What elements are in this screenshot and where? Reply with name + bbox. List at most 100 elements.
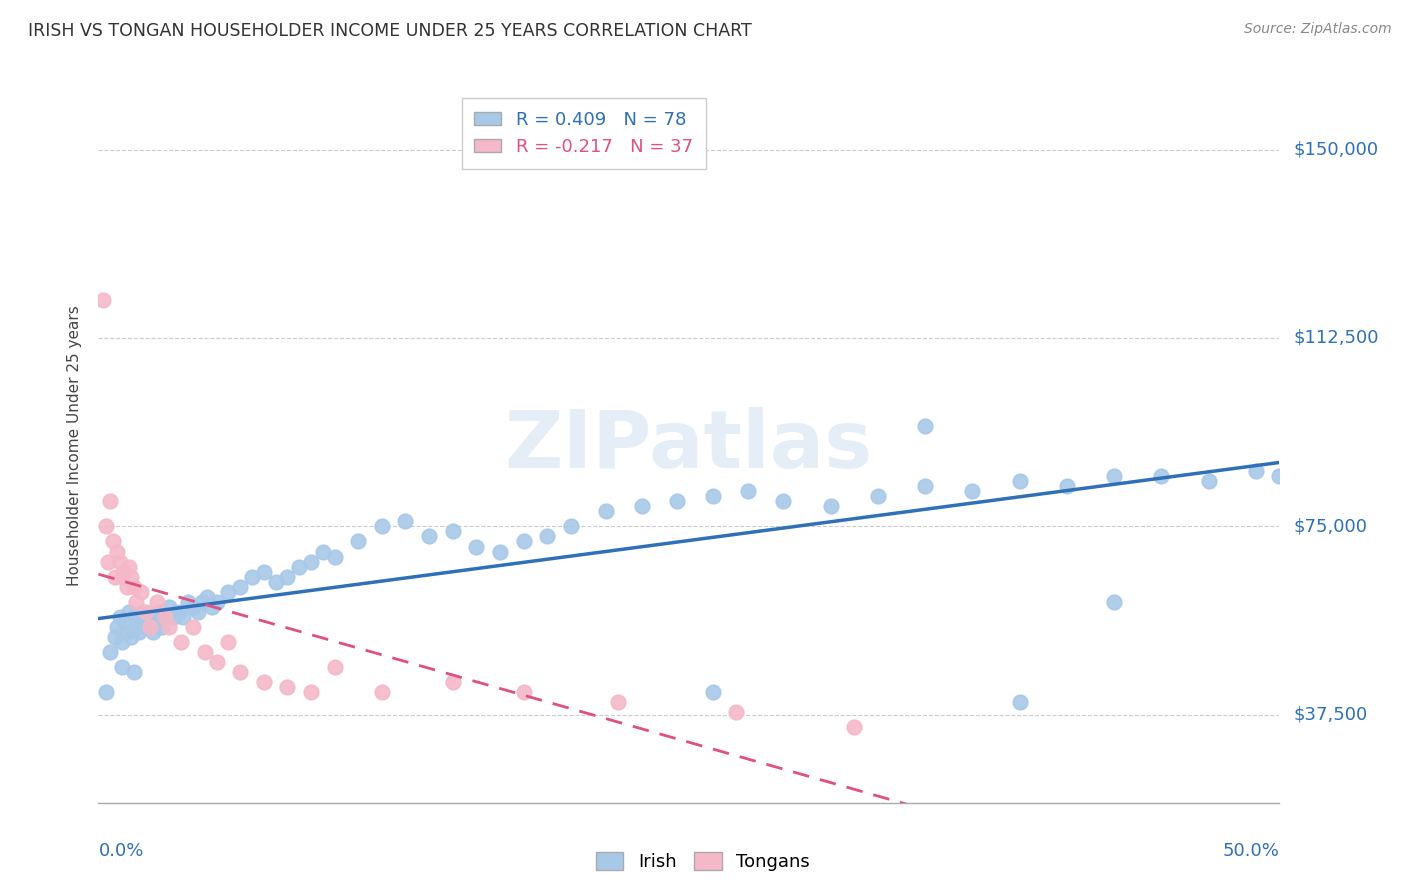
Point <box>1008 474 1031 488</box>
Point <box>194 645 217 659</box>
Legend: Irish, Tongans: Irish, Tongans <box>589 845 817 879</box>
Point <box>607 695 630 709</box>
Point <box>97 555 120 569</box>
Point <box>111 569 134 583</box>
Point <box>725 706 748 720</box>
Point <box>172 610 194 624</box>
Text: $150,000: $150,000 <box>1294 141 1378 159</box>
Point <box>253 675 276 690</box>
Point <box>441 524 464 539</box>
Point <box>394 515 416 529</box>
Point <box>195 590 218 604</box>
Point <box>122 580 145 594</box>
Point <box>217 584 239 599</box>
Point <box>1268 469 1291 483</box>
Point <box>702 685 724 699</box>
Point <box>205 655 228 669</box>
Point <box>299 555 322 569</box>
Point <box>105 620 128 634</box>
Point <box>170 635 193 649</box>
Point <box>115 580 138 594</box>
Point <box>276 569 298 583</box>
Point <box>1056 479 1078 493</box>
Point <box>132 605 155 619</box>
Point <box>187 605 209 619</box>
Point <box>112 615 135 629</box>
Point <box>229 580 252 594</box>
Point <box>157 599 180 614</box>
Point <box>139 620 162 634</box>
Text: $37,500: $37,500 <box>1294 706 1368 723</box>
Point <box>702 489 724 503</box>
Point <box>94 519 117 533</box>
Text: Source: ZipAtlas.com: Source: ZipAtlas.com <box>1244 22 1392 37</box>
Point <box>1244 464 1267 478</box>
Point <box>1102 595 1125 609</box>
Point <box>142 624 165 639</box>
Point <box>347 534 370 549</box>
Point <box>181 599 204 614</box>
Point <box>630 500 652 514</box>
Point <box>153 610 176 624</box>
Point <box>1008 695 1031 709</box>
Point <box>136 610 159 624</box>
Point <box>101 534 124 549</box>
Point <box>418 529 440 543</box>
Point <box>108 555 131 569</box>
Point <box>666 494 689 508</box>
Point <box>205 595 228 609</box>
Point <box>276 680 298 694</box>
Point <box>149 605 172 619</box>
Point <box>323 549 346 564</box>
Point <box>163 610 186 624</box>
Point <box>489 544 512 558</box>
Point <box>323 660 346 674</box>
Point <box>240 569 263 583</box>
Point <box>121 569 143 583</box>
Point <box>1198 474 1220 488</box>
Point <box>118 559 141 574</box>
Point <box>866 489 889 503</box>
Point <box>98 494 121 508</box>
Text: $75,000: $75,000 <box>1294 517 1368 535</box>
Point <box>820 500 842 514</box>
Point <box>181 620 204 634</box>
Point <box>135 620 157 634</box>
Point <box>737 484 759 499</box>
Point <box>112 565 135 579</box>
Point <box>201 599 224 614</box>
Text: ZIPatlas: ZIPatlas <box>505 407 873 485</box>
Point <box>1150 469 1173 483</box>
Text: IRISH VS TONGAN HOUSEHOLDER INCOME UNDER 25 YEARS CORRELATION CHART: IRISH VS TONGAN HOUSEHOLDER INCOME UNDER… <box>28 22 752 40</box>
Legend: R = 0.409   N = 78, R = -0.217   N = 37: R = 0.409 N = 78, R = -0.217 N = 37 <box>461 98 706 169</box>
Point <box>914 418 936 433</box>
Point <box>129 584 152 599</box>
Point <box>962 484 984 499</box>
Point <box>122 665 145 680</box>
Point <box>312 544 335 558</box>
Point <box>104 630 127 644</box>
Point <box>1102 469 1125 483</box>
Text: 0.0%: 0.0% <box>98 842 143 860</box>
Y-axis label: Householder Income Under 25 years: Householder Income Under 25 years <box>67 306 83 586</box>
Point <box>844 720 866 734</box>
Point <box>512 685 534 699</box>
Point <box>118 605 141 619</box>
Point <box>914 479 936 493</box>
Point <box>441 675 464 690</box>
Point <box>191 595 214 609</box>
Point <box>253 565 276 579</box>
Point <box>122 610 145 624</box>
Point <box>512 534 534 549</box>
Point <box>104 569 127 583</box>
Point <box>264 574 287 589</box>
Point <box>143 610 166 624</box>
Point <box>157 620 180 634</box>
Point <box>115 624 138 639</box>
Point <box>105 544 128 558</box>
Point <box>121 630 143 644</box>
Point <box>139 615 162 629</box>
Point <box>150 620 173 634</box>
Point <box>146 615 169 629</box>
Point <box>91 293 114 308</box>
